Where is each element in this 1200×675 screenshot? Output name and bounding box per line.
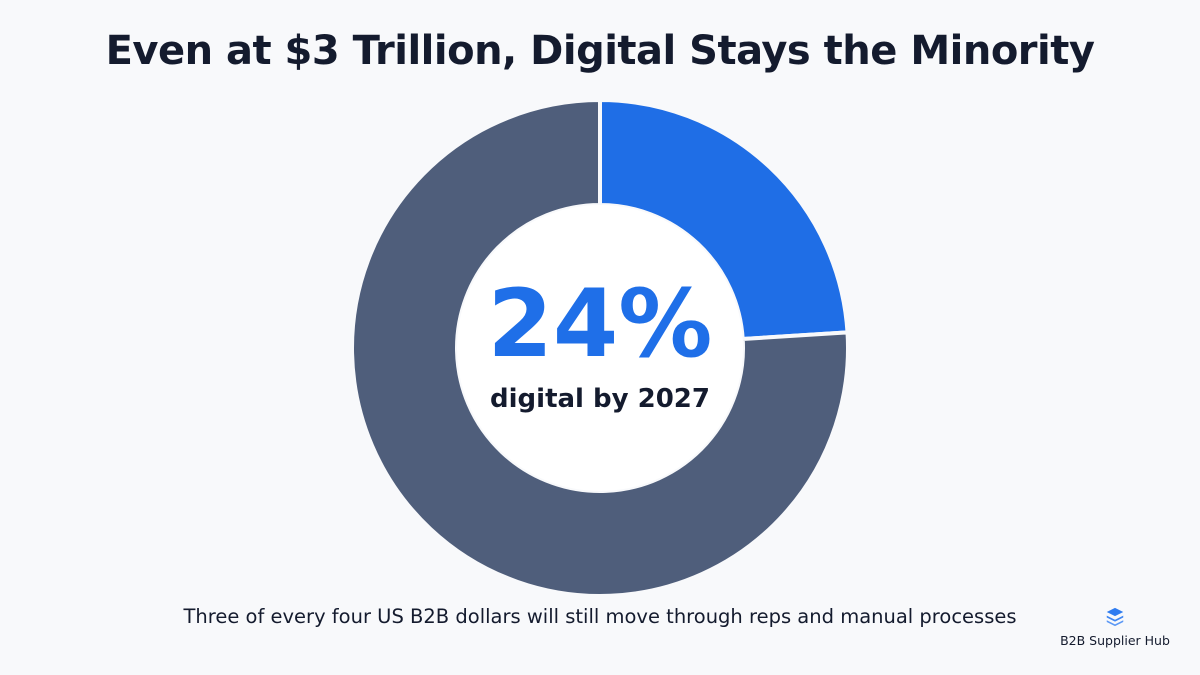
stacked-layers-icon — [1106, 607, 1124, 627]
brand-name: B2B Supplier Hub — [1060, 633, 1170, 648]
center-value: 24% — [487, 270, 713, 379]
donut-hole — [457, 205, 743, 491]
chart-title: Even at $3 Trillion, Digital Stays the M… — [105, 28, 1095, 74]
center-label: digital by 2027 — [490, 384, 710, 414]
brand-logo: B2B Supplier Hub — [1040, 606, 1190, 656]
chart-caption: Three of every four US B2B dollars will … — [183, 605, 1017, 628]
